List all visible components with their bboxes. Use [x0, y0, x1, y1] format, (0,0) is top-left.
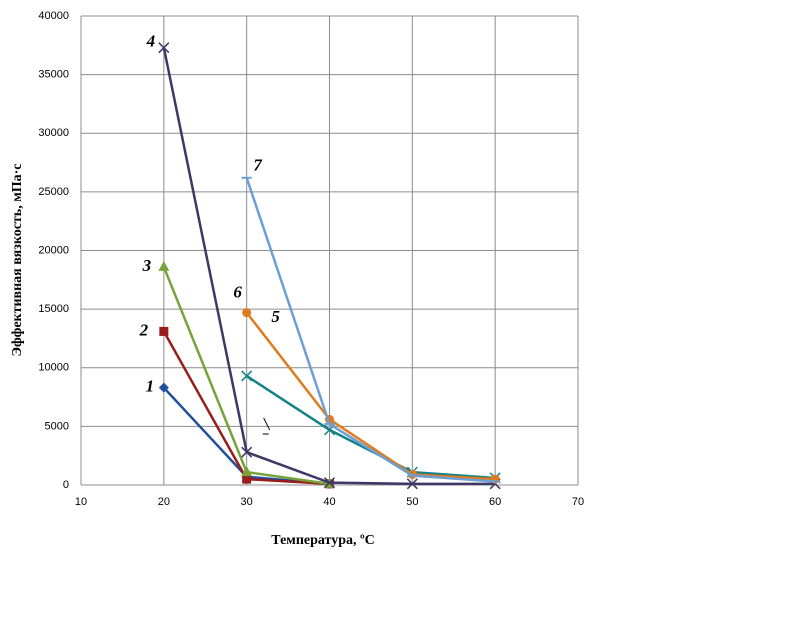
x-tick-label: 70: [572, 496, 584, 508]
marker: [242, 308, 252, 318]
x-tick-label: 50: [406, 496, 418, 508]
series-label: 5: [271, 307, 280, 326]
y-tick-label: 20000: [38, 244, 69, 256]
series-label: 7: [253, 156, 263, 175]
y-tick-label: 10000: [38, 362, 69, 374]
marker: [406, 478, 418, 490]
marker: [158, 382, 169, 393]
x-tick-label: 60: [489, 496, 501, 508]
marker: [241, 370, 253, 382]
y-tick-label: 15000: [38, 303, 69, 315]
marker: [242, 474, 252, 484]
marker: [323, 477, 336, 489]
marker: [158, 42, 170, 54]
series-line: [245, 311, 496, 481]
marker: [241, 446, 253, 458]
y-tick-label: 30000: [38, 127, 69, 139]
y-axis-title: Эффективная вязкость, мПа·с: [10, 163, 25, 356]
x-tick-label: 40: [323, 496, 335, 508]
y-tick-label: 5000: [45, 420, 69, 432]
y-tick-label: 0: [63, 479, 69, 491]
y-tick-label: 25000: [38, 186, 69, 198]
x-tick-label: 10: [75, 496, 87, 508]
x-tick-label: 20: [158, 496, 170, 508]
series-line: [245, 374, 496, 480]
marker: [158, 260, 170, 271]
series-label: 4: [146, 32, 156, 51]
leader-line: [262, 417, 271, 435]
series-label: 3: [142, 256, 152, 275]
x-axis-title: Температура, ºС: [271, 533, 374, 548]
series-line: [245, 177, 496, 483]
x-tick-label: 30: [241, 496, 253, 508]
series-label: 1: [146, 377, 155, 396]
y-tick-label: 40000: [38, 10, 69, 22]
series-label: 2: [139, 320, 149, 339]
marker: [159, 326, 169, 336]
marker: [241, 466, 253, 477]
y-tick-label: 35000: [38, 69, 69, 81]
series-label: 6: [233, 283, 242, 302]
